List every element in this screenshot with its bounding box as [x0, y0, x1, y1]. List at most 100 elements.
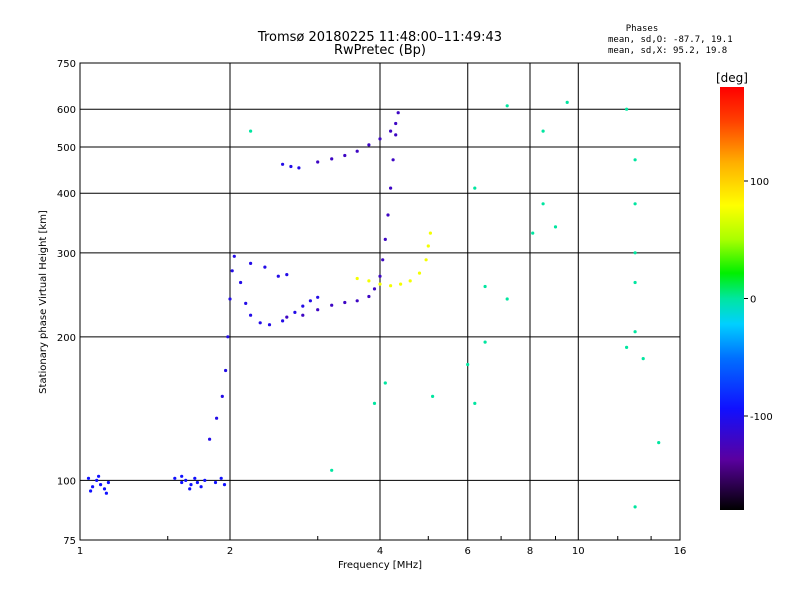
- data-point: [396, 111, 400, 115]
- chart-title: Tromsø 20180225 11:48:00–11:49:43: [257, 30, 502, 45]
- phase-stats-title: Phases: [626, 24, 659, 34]
- data-point: [102, 487, 107, 491]
- data-point: [297, 166, 301, 170]
- data-point: [417, 271, 422, 275]
- data-point: [399, 282, 403, 286]
- data-point: [483, 284, 487, 289]
- data-point: [378, 282, 382, 286]
- data-point: [195, 480, 199, 485]
- data-point: [343, 153, 347, 158]
- data-point: [394, 121, 398, 126]
- phase-stats-o: mean, sd,O: -87.7, 19.1: [608, 35, 733, 45]
- data-point: [633, 251, 637, 255]
- data-point: [389, 284, 393, 288]
- x-tick-label: 2: [227, 546, 233, 557]
- data-point: [473, 401, 477, 405]
- chart-subtitle: RwPretec (Bp): [334, 43, 426, 58]
- data-point: [99, 483, 103, 487]
- data-point: [86, 476, 91, 480]
- data-point: [657, 441, 661, 445]
- y-tick-label: 750: [57, 59, 76, 70]
- data-point: [505, 297, 509, 301]
- data-point: [219, 476, 223, 480]
- data-point: [281, 162, 285, 166]
- data-point: [285, 273, 289, 277]
- grid: [80, 63, 680, 540]
- data-point: [289, 164, 293, 169]
- data-point: [394, 133, 398, 137]
- y-tick-label: 200: [57, 333, 76, 344]
- data-point: [230, 269, 234, 273]
- data-point: [173, 476, 177, 480]
- data-point: [553, 225, 558, 229]
- data-point: [249, 313, 253, 317]
- data-point: [389, 129, 393, 133]
- data-point: [343, 300, 347, 305]
- data-point: [188, 487, 192, 491]
- data-point: [199, 485, 203, 489]
- data-point: [316, 160, 320, 164]
- data-point: [378, 137, 382, 141]
- colorbar-tick-label: -100: [750, 412, 773, 423]
- data-point: [391, 158, 395, 162]
- data-point: [213, 480, 218, 485]
- data-point: [224, 368, 228, 373]
- data-point: [208, 437, 212, 441]
- data-point: [239, 280, 243, 285]
- data-point: [330, 468, 334, 472]
- data-point: [276, 274, 280, 278]
- data-point: [267, 323, 272, 327]
- data-point: [633, 280, 637, 285]
- x-axis-ticks: 1 2 4 6 8 10 16: [77, 536, 687, 557]
- x-tick-label: 16: [674, 546, 687, 557]
- data-point: [220, 394, 224, 398]
- data-point: [633, 330, 637, 334]
- data-point: [483, 340, 487, 344]
- data-point: [180, 480, 184, 485]
- data-point: [249, 129, 253, 133]
- data-point: [431, 394, 435, 398]
- data-point: [367, 294, 371, 299]
- data-point: [330, 303, 334, 307]
- data-point: [424, 258, 428, 262]
- data-point: [426, 244, 430, 248]
- data-point: [372, 287, 377, 291]
- data-point: [95, 478, 99, 482]
- x-tick-label: 4: [377, 546, 383, 557]
- data-point: [258, 321, 262, 325]
- x-axis-label: Frequency [MHz]: [338, 560, 422, 571]
- data-point: [389, 186, 393, 190]
- data-point: [281, 319, 285, 323]
- data-point: [106, 480, 110, 485]
- y-tick-label: 400: [57, 189, 76, 200]
- data-point: [226, 335, 230, 339]
- data-point: [301, 304, 305, 308]
- data-point: [228, 297, 232, 301]
- data-point: [428, 231, 432, 235]
- data-point: [263, 265, 267, 269]
- data-point: [91, 485, 95, 489]
- x-tick-label: 10: [572, 546, 585, 557]
- data-point: [193, 476, 197, 480]
- data-point: [180, 474, 184, 478]
- data-point: [625, 107, 629, 111]
- phase-stats-x: mean, sd,X: 95.2, 19.8: [608, 46, 727, 56]
- data-point: [355, 276, 359, 281]
- x-tick-label: 6: [465, 546, 471, 557]
- data-point: [301, 313, 305, 317]
- data-point: [367, 143, 371, 147]
- data-point: [203, 478, 207, 482]
- x-tick-label: 1: [77, 546, 83, 557]
- data-point: [249, 261, 253, 265]
- data-point: [89, 489, 93, 493]
- data-point: [293, 310, 297, 314]
- data-point: [531, 231, 535, 235]
- data-point: [625, 345, 629, 349]
- data-point: [565, 100, 569, 104]
- data-point: [408, 279, 412, 283]
- data-point: [330, 157, 334, 161]
- data-point: [383, 237, 387, 241]
- data-point: [316, 295, 320, 299]
- data-point: [232, 254, 236, 258]
